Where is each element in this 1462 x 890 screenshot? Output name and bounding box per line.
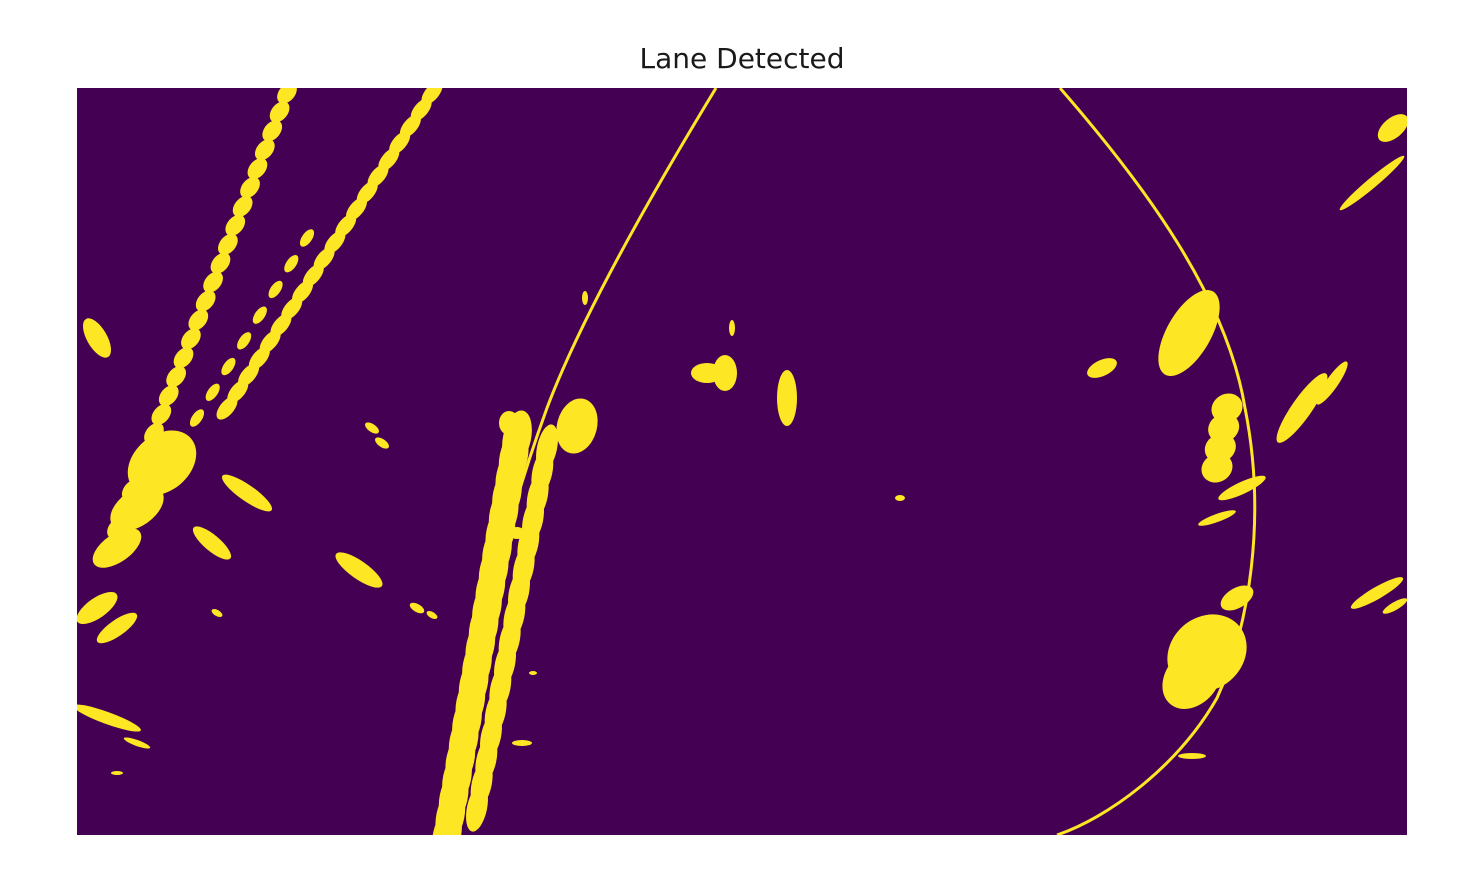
lane-pixel-blob xyxy=(222,474,272,512)
lane-pixel-blob xyxy=(247,158,268,180)
lane-pixel-blob xyxy=(92,528,142,568)
lane-pixel-blob xyxy=(1377,114,1407,142)
left-lane-fit-line xyxy=(450,88,718,835)
lane-pixel-blob xyxy=(1276,373,1328,443)
lane-pixel-blob xyxy=(166,366,186,388)
lane-pixel-blob xyxy=(216,396,238,420)
lane-pixel-blob xyxy=(365,422,379,434)
lane-pixel-blob xyxy=(111,771,123,775)
lane-pixel-blob xyxy=(77,704,141,732)
figure-title: Lane Detected xyxy=(639,42,845,75)
lane-pixel-blob xyxy=(77,591,118,625)
lane-pixel-blob xyxy=(466,784,488,832)
lane-pixel-blob xyxy=(1158,290,1220,376)
lane-pixel-blob xyxy=(777,370,797,426)
lane-pixel-blob xyxy=(1087,358,1117,378)
lane-pixel-blob xyxy=(110,485,164,531)
lane-pixel-blob xyxy=(268,280,283,299)
lane-pixel-blob xyxy=(254,139,275,161)
lane-pixel-blob xyxy=(1162,647,1222,709)
lane-pixel-blob xyxy=(127,430,197,496)
lane-pixel-blob xyxy=(269,101,290,123)
lane-pixel-blob xyxy=(237,332,252,350)
lane-pixel-blob xyxy=(195,290,216,312)
lane-pixel-blob xyxy=(1198,510,1236,526)
lane-pixel-blob xyxy=(252,306,267,324)
right-lane-fit-line xyxy=(1056,88,1257,835)
lane-pixel-blob xyxy=(96,612,138,644)
lane-pixel-blob xyxy=(729,320,735,336)
lane-pixel-blob xyxy=(284,255,299,273)
lane-pixel-blob xyxy=(499,411,519,435)
lane-pixel-blob xyxy=(299,229,315,247)
lane-pixel-blob xyxy=(512,740,532,746)
lane-pixel-blob xyxy=(203,271,223,293)
lane-pixel-blob xyxy=(188,309,209,331)
lane-pixel-blob xyxy=(210,252,231,274)
lane-pixel-blob xyxy=(173,347,194,369)
lane-mask-image xyxy=(77,88,1407,835)
lane-pixel-blob xyxy=(192,526,232,560)
lane-pixels xyxy=(77,88,1407,835)
lane-pixel-blob xyxy=(1382,598,1407,614)
lane-pixel-blob xyxy=(409,602,425,614)
mask-background xyxy=(77,88,1407,835)
lane-pixel-blob xyxy=(1339,155,1405,211)
lane-pixel-blob xyxy=(189,409,205,427)
lane-pixel-blob xyxy=(895,495,905,501)
lane-pixel-blob xyxy=(335,552,383,588)
lane-pixel-blob xyxy=(225,214,246,236)
lane-pixel-blob xyxy=(218,233,238,255)
lane-pixel-blob xyxy=(262,120,283,142)
lane-pixel-blob xyxy=(426,611,438,619)
lane-pixel-blob xyxy=(529,671,537,675)
lane-pixel-blob xyxy=(123,737,151,749)
lane-pixel-blob xyxy=(1316,361,1348,405)
lane-pixel-blob xyxy=(1178,753,1206,759)
lane-pixel-blob xyxy=(151,403,172,426)
lane-pixel-blob xyxy=(158,385,179,407)
lane-pixel-blob xyxy=(582,291,588,305)
lane-pixel-blob xyxy=(509,527,525,539)
lane-pixel-blob xyxy=(211,609,223,617)
lane-pixel-blob xyxy=(83,318,111,358)
lane-pixel-blob xyxy=(277,88,297,104)
lane-pixel-blob xyxy=(1350,577,1404,609)
lane-pixel-blob xyxy=(232,195,253,218)
lane-pixel-blob xyxy=(221,357,236,376)
lane-pixel-blob xyxy=(375,437,389,449)
lane-pixel-blob xyxy=(556,398,598,454)
lane-pixel-blob xyxy=(205,383,220,401)
lane-pixel-blob xyxy=(240,177,260,199)
lane-pixel-blob xyxy=(181,328,201,350)
lane-pixel-blob xyxy=(1201,453,1233,483)
lane-pixel-blob xyxy=(713,355,737,391)
